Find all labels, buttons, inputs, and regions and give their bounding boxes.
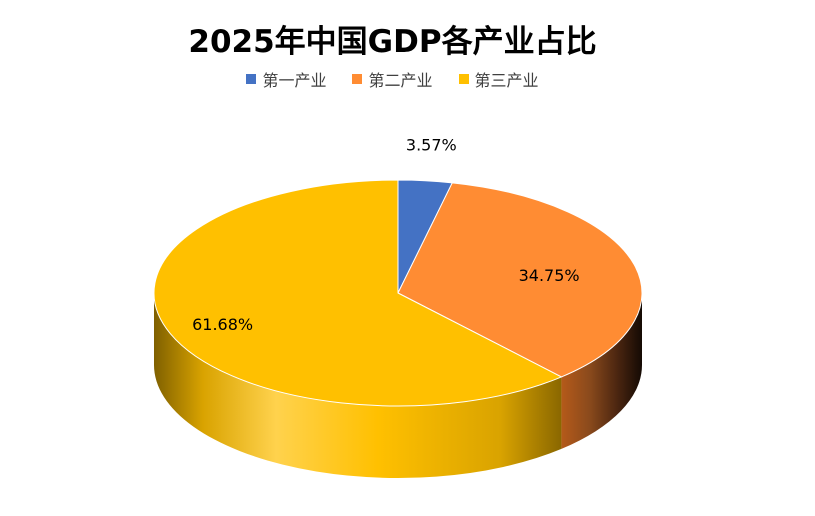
legend-swatch-tertiary <box>458 74 469 84</box>
data-label-tertiary: 61.68% <box>192 315 253 334</box>
legend-swatch-primary <box>246 74 257 84</box>
legend-item-secondary: 第二产业 <box>352 67 433 91</box>
pie-slice-secondary <box>397 182 643 378</box>
pie-label-layer: 3.57% 34.75% 61.68% <box>192 136 580 335</box>
pie-slice-tertiary <box>153 179 563 407</box>
legend-item-primary: 第一产业 <box>246 67 326 91</box>
legend-item-tertiary: 第三产业 <box>458 67 539 91</box>
legend-label-secondary: 第二产业 <box>368 71 433 90</box>
legend-swatch-secondary <box>352 74 363 84</box>
pie-top-layer <box>153 179 643 407</box>
data-label-primary: 3.57% <box>406 136 457 155</box>
legend: 第一产业 第二产业 第三产业 <box>0 67 815 91</box>
data-label-secondary: 34.75% <box>519 266 580 285</box>
pie-side-secondary <box>561 293 642 449</box>
chart-title: 2025年中国GDP各产业占比 <box>188 24 597 60</box>
pie-side-layer <box>154 293 642 478</box>
pie-side-tertiary <box>154 293 562 478</box>
legend-label-tertiary: 第三产业 <box>474 71 539 90</box>
legend-label-primary: 第一产业 <box>262 71 327 90</box>
